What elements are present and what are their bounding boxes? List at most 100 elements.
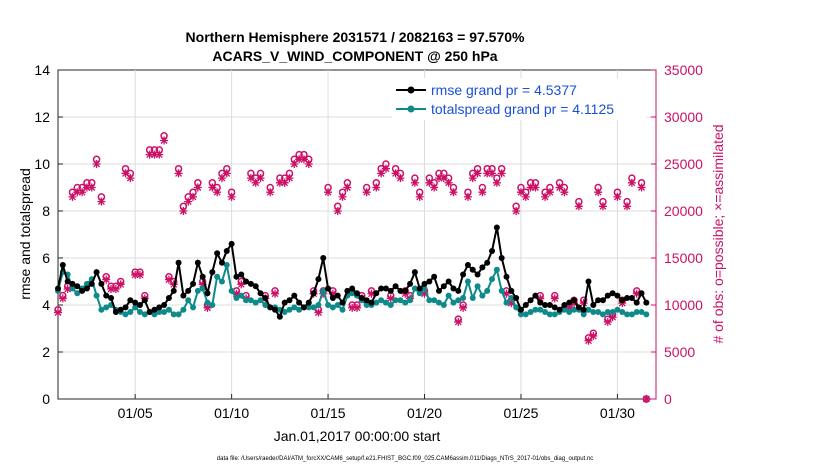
rmse-point (349, 285, 356, 292)
spread-point (571, 306, 578, 313)
spread-point (590, 309, 597, 316)
rmse-point (262, 294, 269, 301)
rmse-point (643, 299, 650, 306)
spread-point (291, 304, 298, 311)
rmse-point (112, 309, 119, 316)
spread-point (604, 309, 611, 316)
obs-assimilated-marker (92, 160, 101, 168)
obs-assimilated-marker (642, 395, 651, 403)
obs-assimilated-marker (150, 150, 159, 159)
obs-assimilated-marker (541, 192, 550, 201)
obs-assimilated-marker (73, 188, 82, 197)
rmse-point (117, 306, 124, 313)
rmse-point (209, 269, 216, 276)
spread-point (141, 311, 148, 318)
obs-assimilated-marker (295, 155, 304, 164)
rmse-point (238, 271, 245, 278)
spread-point (508, 294, 515, 301)
obs-assimilated-marker (488, 169, 497, 178)
spread-point (624, 311, 631, 318)
rmse-point (165, 294, 172, 301)
spread-point (643, 311, 650, 318)
y-tick-label-left: 0 (42, 391, 50, 407)
spread-point (363, 302, 370, 308)
obs-assimilated-marker (584, 336, 593, 345)
x-tick-label: 01/15 (311, 405, 346, 421)
series-layer (55, 224, 650, 320)
spread-point (633, 309, 640, 316)
rmse-point (624, 294, 631, 301)
rmse-point (151, 306, 158, 313)
obs-assimilated-marker (362, 188, 371, 197)
obs-assimilated-marker (78, 188, 87, 197)
obs-assimilated-marker (328, 289, 337, 298)
rmse-point (378, 285, 385, 292)
obs-assimilated-marker (434, 174, 443, 183)
obs-assimilated-marker (227, 192, 236, 201)
rmse-point (300, 304, 307, 311)
obs-assimilated-marker (521, 192, 530, 201)
rmse-point (387, 287, 394, 294)
y-tick-label-left: 2 (42, 344, 50, 360)
obs-assimilated-marker (516, 188, 525, 197)
obs-assimilated-marker (425, 178, 434, 187)
spread-point (397, 297, 404, 304)
spread-point (609, 309, 616, 316)
rmse-point (431, 273, 438, 280)
rmse-point (272, 306, 279, 313)
spread-point (190, 304, 197, 311)
legend: rmse grand pr = 4.5377 totalspread grand… (392, 78, 646, 120)
rmse-point (204, 290, 211, 297)
rmse-point (339, 299, 346, 306)
obs-assimilated-marker (343, 183, 352, 192)
obs-assimilated-marker (589, 332, 598, 341)
rmse-point (445, 278, 452, 285)
rmse-point (599, 297, 606, 304)
obs-assimilated-marker (439, 174, 448, 183)
obs-assimilated-marker (256, 174, 265, 183)
obs-layer (54, 132, 651, 403)
spread-point (599, 311, 606, 318)
y-tick-label-left: 14 (34, 62, 50, 78)
spread-point (517, 311, 524, 318)
rmse-point (55, 285, 61, 292)
rmse-point (489, 247, 496, 254)
obs-assimilated-marker (54, 308, 62, 317)
spread-point (435, 299, 442, 306)
x-tick-label: 01/30 (600, 405, 635, 421)
spread-point (286, 306, 293, 313)
obs-assimilated-marker (164, 275, 173, 284)
legend-spread-marker (407, 105, 415, 113)
rmse-point (508, 287, 515, 294)
x-tick-label: 01/05 (118, 405, 153, 421)
rmse-point (146, 309, 153, 316)
spread-point (209, 302, 216, 308)
obs-assimilated-marker (275, 178, 284, 187)
spread-point (469, 294, 476, 301)
rmse-point (334, 292, 341, 299)
spread-point (204, 299, 211, 306)
obs-assimilated-marker (502, 289, 511, 298)
rmse-point (286, 297, 293, 304)
spread-point (595, 309, 602, 316)
obs-assimilated-marker (353, 303, 361, 312)
y-tick-label-right: 30000 (664, 109, 703, 125)
spread-point (619, 309, 626, 316)
x-tick-label: 01/25 (503, 405, 538, 421)
obs-assimilated-marker (632, 289, 641, 298)
obs-assimilated-marker (381, 164, 390, 173)
spread-point (440, 302, 447, 308)
y-axis-left-label: rmse and totalspread (17, 168, 33, 300)
obs-assimilated-marker (430, 183, 439, 192)
rmse-point (479, 264, 486, 271)
rmse-point (329, 294, 336, 301)
rmse-point (325, 285, 332, 292)
obs-assimilated-marker (594, 188, 603, 197)
rmse-point (469, 266, 476, 273)
spread-point (296, 306, 303, 313)
spread-point (185, 297, 192, 304)
rmse-point (532, 292, 539, 299)
spread-point (426, 297, 433, 304)
spread-point (561, 306, 568, 313)
rmse-point (98, 280, 105, 287)
